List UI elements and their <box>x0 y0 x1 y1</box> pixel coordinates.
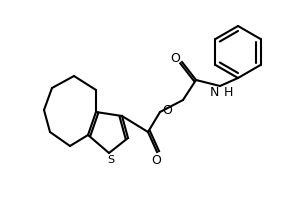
Text: O: O <box>162 104 172 116</box>
Text: H: H <box>224 86 233 99</box>
Text: S: S <box>107 155 115 165</box>
Text: O: O <box>170 51 180 64</box>
Text: N: N <box>210 86 219 99</box>
Text: O: O <box>151 154 161 166</box>
